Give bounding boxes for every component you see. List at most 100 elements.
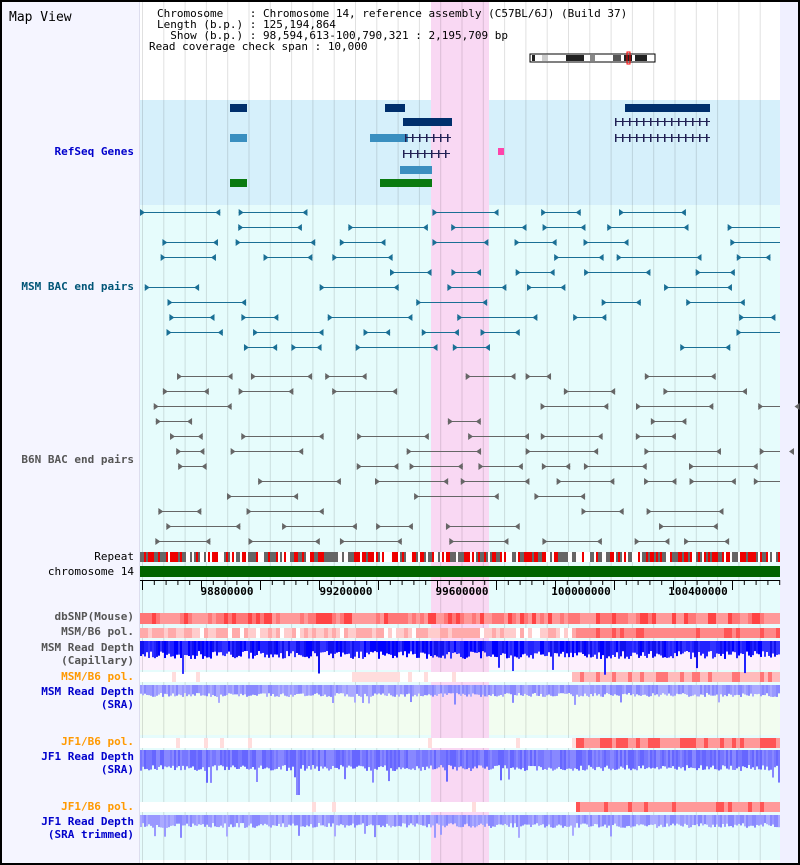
msm-bac-pair-end[interactable] <box>169 314 175 321</box>
msm-bac-pair-end[interactable] <box>210 254 216 261</box>
b6n-bac-pair-end[interactable] <box>493 493 499 500</box>
b6n-bac-pair-end[interactable] <box>752 463 758 470</box>
msm-bac-pair-end[interactable] <box>457 314 463 321</box>
msm-bac-pair-end[interactable] <box>696 254 702 261</box>
msm-bac-pair-end[interactable] <box>238 209 244 216</box>
b6n-bac-pair-end[interactable] <box>335 478 341 485</box>
msm-bac-pair-end[interactable] <box>645 269 651 276</box>
msm-bac-pair-end[interactable] <box>272 344 278 351</box>
b6n-bac-pair-end[interactable] <box>197 433 203 440</box>
msm-bac-pair-end[interactable] <box>730 239 736 246</box>
b6n-bac-pair-end[interactable] <box>523 433 529 440</box>
b6n-bac-pair-end[interactable] <box>596 538 602 545</box>
b6n-bac-pair-end[interactable] <box>475 418 481 425</box>
b6n-bac-pair-end[interactable] <box>610 388 616 395</box>
msm-bac-pair-end[interactable] <box>426 269 432 276</box>
b6n-bac-pair-end[interactable] <box>741 388 747 395</box>
msm-bac-pair-end[interactable] <box>316 344 322 351</box>
b6n-bac-pair-end[interactable] <box>789 448 795 455</box>
msm-bac-pair-end[interactable] <box>166 329 172 336</box>
msm-bac-pair-end[interactable] <box>393 284 399 291</box>
b6n-bac-pair-end[interactable] <box>635 433 641 440</box>
b6n-bac-pair-end[interactable] <box>684 538 690 545</box>
b6n-bac-pair-end[interactable] <box>409 463 415 470</box>
b6n-bac-pair-end[interactable] <box>201 463 207 470</box>
msm-bac-pair-end[interactable] <box>307 254 313 261</box>
b6n-bac-pair-end[interactable] <box>318 433 324 440</box>
msm-bac-pair-end[interactable] <box>526 284 532 291</box>
b6n-bac-pair-end[interactable] <box>478 463 484 470</box>
msm-bac-pair-end[interactable] <box>385 329 391 336</box>
msm-bac-pair-end[interactable] <box>726 284 732 291</box>
b6n-bac-pair-end[interactable] <box>644 373 650 380</box>
msm-bac-pair-end[interactable] <box>584 269 590 276</box>
b6n-bac-pair-end[interactable] <box>423 433 429 440</box>
b6n-bac-pair-end[interactable] <box>447 418 453 425</box>
msm-bac-pair-end[interactable] <box>310 239 316 246</box>
b6n-bac-pair-end[interactable] <box>351 523 357 530</box>
b6n-bac-pair-end[interactable] <box>644 448 650 455</box>
b6n-bac-pair-end[interactable] <box>556 478 562 485</box>
b6n-bac-pair-end[interactable] <box>406 448 412 455</box>
b6n-bac-pair-end[interactable] <box>641 463 647 470</box>
msm-bac-pair-end[interactable] <box>318 329 324 336</box>
msm-bac-pair-end[interactable] <box>695 269 701 276</box>
msm-bac-pair-end[interactable] <box>452 344 458 351</box>
b6n-bac-pair-end[interactable] <box>187 418 193 425</box>
msm-bac-pair-end[interactable] <box>554 254 560 261</box>
msm-bac-pair-end[interactable] <box>607 224 613 231</box>
b6n-bac-pair-end[interactable] <box>357 433 363 440</box>
b6n-bac-pair-end[interactable] <box>644 478 650 485</box>
msm-bac-pair-end[interactable] <box>619 209 625 216</box>
b6n-bac-pair-end[interactable] <box>282 523 288 530</box>
msm-bac-pair-end[interactable] <box>765 254 771 261</box>
b6n-bac-pair-end[interactable] <box>376 523 382 530</box>
msm-bac-pair-end[interactable] <box>729 269 735 276</box>
b6n-bac-pair-end[interactable] <box>246 508 252 515</box>
b6n-bac-pair-end[interactable] <box>758 403 764 410</box>
b6n-bac-pair-end[interactable] <box>155 418 161 425</box>
gene-feature[interactable] <box>230 179 247 187</box>
msm-bac-pair-end[interactable] <box>339 239 345 246</box>
msm-bac-pair-end[interactable] <box>532 314 538 321</box>
b6n-bac-pair-end[interactable] <box>583 463 589 470</box>
b6n-bac-pair-end[interactable] <box>724 538 730 545</box>
b6n-bac-pair-end[interactable] <box>314 538 320 545</box>
msm-bac-pair-end[interactable] <box>217 329 223 336</box>
msm-bac-pair-end[interactable] <box>476 269 482 276</box>
b6n-bac-pair-end[interactable] <box>153 403 159 410</box>
b6n-bac-pair-end[interactable] <box>670 433 676 440</box>
msm-bac-pair-end[interactable] <box>601 299 607 306</box>
msm-bac-pair-end[interactable] <box>451 269 457 276</box>
b6n-bac-pair-end[interactable] <box>525 373 531 380</box>
gene-feature[interactable] <box>380 179 432 187</box>
b6n-bac-pair-end[interactable] <box>298 448 304 455</box>
msm-bac-pair-end[interactable] <box>616 254 622 261</box>
msm-bac-pair-end[interactable] <box>263 254 269 261</box>
msm-bac-pair-end[interactable] <box>380 239 386 246</box>
msm-bac-pair-end[interactable] <box>243 344 249 351</box>
msm-bac-pair-end[interactable] <box>432 239 438 246</box>
msm-bac-pair-end[interactable] <box>215 209 221 216</box>
b6n-bac-pair-end[interactable] <box>541 463 547 470</box>
b6n-bac-pair-end[interactable] <box>177 373 183 380</box>
b6n-bac-pair-end[interactable] <box>546 373 552 380</box>
msm-bac-pair-end[interactable] <box>162 239 168 246</box>
msm-bac-pair-end[interactable] <box>212 239 218 246</box>
b6n-bac-pair-end[interactable] <box>565 463 571 470</box>
b6n-bac-pair-end[interactable] <box>230 448 236 455</box>
b6n-bac-pair-end[interactable] <box>540 403 546 410</box>
b6n-bac-pair-end[interactable] <box>503 538 509 545</box>
b6n-bac-pair-end[interactable] <box>581 508 587 515</box>
msm-bac-pair-end[interactable] <box>770 314 776 321</box>
b6n-bac-pair-end[interactable] <box>712 523 718 530</box>
msm-bac-pair-end[interactable] <box>416 299 422 306</box>
msm-bac-pair-end[interactable] <box>521 224 527 231</box>
b6n-bac-pair-end[interactable] <box>339 538 345 545</box>
b6n-bac-pair-end[interactable] <box>593 448 599 455</box>
msm-bac-pair-end[interactable] <box>432 209 438 216</box>
msm-bac-pair-end[interactable] <box>140 209 146 216</box>
msm-bac-pair-end[interactable] <box>580 224 586 231</box>
msm-bac-pair-end[interactable] <box>683 224 689 231</box>
